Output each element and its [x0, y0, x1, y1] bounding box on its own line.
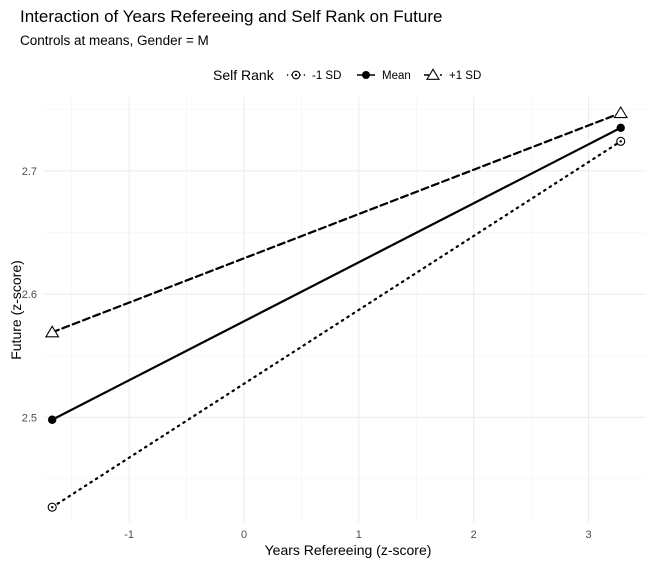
legend-item-1-sd-label: +1 SD [449, 70, 481, 82]
series-1-sd-point-dot [50, 506, 54, 509]
y-tick-label: 2.6 [22, 289, 37, 301]
y-tick-label: 2.5 [22, 412, 37, 424]
plot-area: -1 0 1 2 3 2.5 2.6 2.7 [22, 97, 646, 541]
series-mean-point [47, 415, 57, 424]
series-1-sd-line [51, 140, 622, 509]
legend-item-1-sd-label: -1 SD [312, 70, 341, 82]
legend-item-1-sd: +1 SD [424, 68, 481, 82]
series-mean-point [616, 123, 625, 132]
series-1-sd-line [51, 111, 622, 334]
chart-subtitle: Controls at means, Gender = M [20, 33, 209, 48]
legend-item-1-sd-key-marker [291, 70, 301, 80]
x-tick-label: -1 [124, 529, 134, 541]
legend: Self Rank -1 SD Mean +1 SD [213, 67, 481, 83]
legend-item-mean: Mean [357, 70, 411, 82]
x-axis-title: Years Refereeing (z-score) [265, 542, 432, 558]
legend-title: Self Rank [213, 67, 275, 83]
series-1-sd-point-dot [619, 140, 622, 143]
series-1-sd [47, 136, 626, 512]
x-tick-label: 2 [471, 529, 477, 541]
x-tick-label: 0 [241, 529, 247, 541]
legend-item-1-sd-key-marker [426, 68, 440, 80]
series-1-sd-point [47, 502, 57, 512]
series-1-sd-point [613, 105, 629, 119]
series-1-sd [44, 105, 629, 338]
legend-item-mean-label: Mean [382, 70, 411, 82]
legend-item-1-sd-key-marker-dot [294, 73, 298, 77]
y-axis-title: Future (z-score) [8, 260, 24, 360]
chart-title: Interaction of Years Refereeing and Self… [20, 7, 442, 26]
grid [43, 97, 646, 522]
legend-item-1-sd: -1 SD [287, 70, 341, 82]
y-tick-label: 2.7 [22, 166, 37, 178]
x-tick-label: 1 [356, 529, 362, 541]
series-mean [47, 123, 625, 424]
legend-item-mean-key-marker [362, 71, 370, 79]
series-1-sd-point [616, 136, 626, 146]
x-tick-label: 3 [586, 529, 592, 541]
series-layer [44, 105, 629, 512]
tick-layer: -1 0 1 2 3 2.5 2.6 2.7 [22, 166, 592, 541]
series-mean-line [51, 126, 622, 421]
series-1-sd-point [44, 325, 60, 338]
